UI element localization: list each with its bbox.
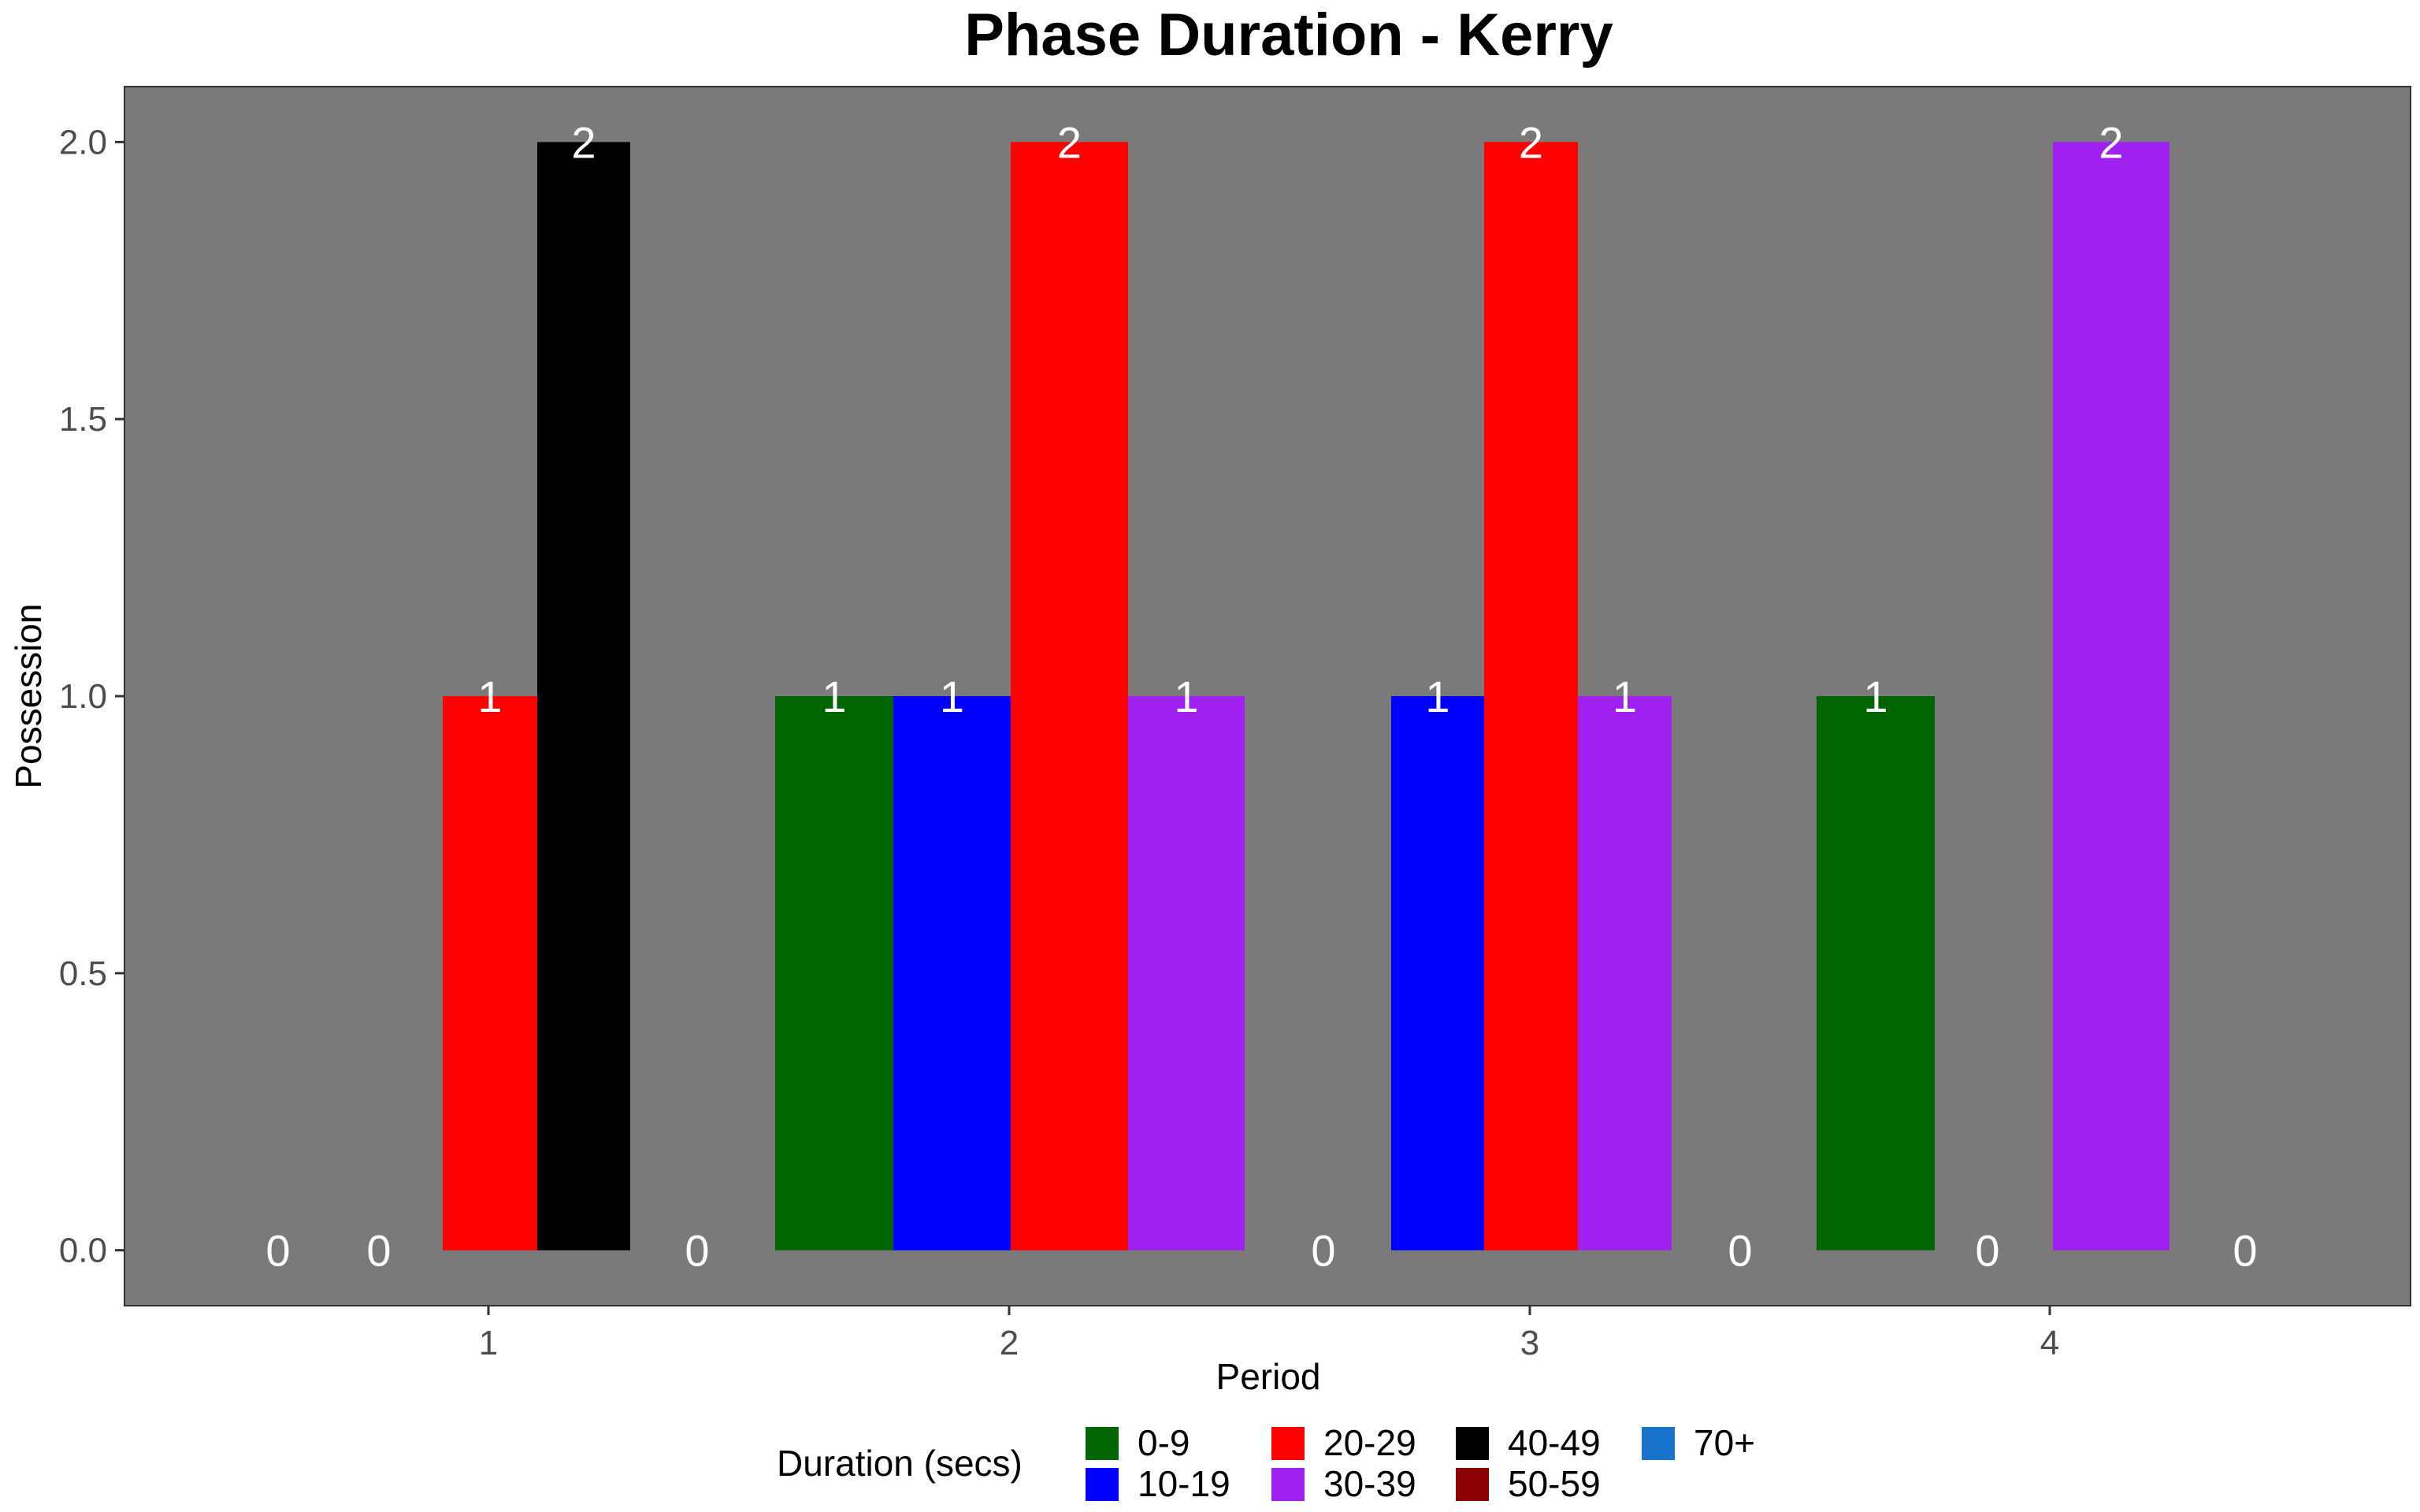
y-tick-label: 0.0 [59,1232,107,1270]
legend-label: 40-49 [1508,1422,1601,1463]
y-axis-title: Possession [8,603,49,788]
y-tick-label: 2.0 [59,123,107,161]
bar-value-label: 0 [685,1226,709,1276]
bar-period-2-0-9 [775,696,893,1251]
bar-period-1-40-49 [537,142,630,1251]
legend-label: 20-29 [1323,1422,1416,1463]
bar-period-4-30-39 [2053,142,2169,1251]
bar-period-1-20-29 [443,696,537,1251]
y-tick-label: 1.0 [59,677,107,716]
legend-label: 70+ [1694,1422,1755,1463]
bar-period-2-20-29 [1011,142,1128,1251]
bar-value-label: 0 [1728,1226,1752,1276]
bar-value-label: 1 [477,672,502,721]
legend-key-0-9 [1086,1427,1119,1460]
legend-label: 50-59 [1508,1463,1601,1504]
bar-value-label: 1 [940,672,964,721]
bar-value-label: 0 [1311,1226,1335,1276]
legend-label: 0-9 [1138,1422,1190,1463]
bar-value-label: 1 [1425,672,1449,721]
chart-title: Phase Duration - Kerry [964,2,1613,69]
bar-value-label: 1 [1174,672,1198,721]
bar-period-4-0-9 [1817,696,1935,1251]
legend-key-10-19 [1086,1468,1119,1501]
bar-layer [443,142,2169,1251]
legend-key-30-39 [1271,1468,1305,1501]
bar-value-label: 0 [265,1226,290,1276]
x-axis-title: Period [1216,1356,1321,1397]
legend-key-20-29 [1271,1427,1305,1460]
legend-label: 30-39 [1323,1463,1416,1504]
bar-value-label: 0 [366,1226,391,1276]
legend-key-40-49 [1456,1427,1489,1460]
x-tick-label: 2 [1000,1324,1019,1362]
bar-label-layer: 0 0 1 2 0 1 1 2 1 0 1 2 1 0 1 0 2 0 [265,117,2257,1275]
y-tick-label: 1.5 [59,400,107,439]
bar-value-label: 2 [571,117,596,167]
y-tick-label: 0.5 [59,954,107,993]
bar-value-label: 1 [822,672,846,721]
bar-value-label: 0 [1975,1226,1999,1276]
bar-value-label: 2 [2099,117,2123,167]
x-tick-label: 3 [1520,1324,1539,1362]
legend-key-70+ [1642,1427,1675,1460]
bar-period-3-30-39 [1578,696,1672,1251]
bar-value-label: 1 [1863,672,1887,721]
x-tick-label: 1 [479,1324,498,1362]
bar-period-2-10-19 [893,696,1011,1251]
x-tick-label: 4 [2040,1324,2059,1362]
x-axis: 1 2 3 4 [479,1306,2059,1362]
legend-label: 10-19 [1138,1463,1230,1504]
legend-title: Duration (secs) [777,1443,1023,1484]
bar-period-2-30-39 [1128,696,1245,1251]
bar-value-label: 2 [1519,117,1543,167]
bar-period-3-20-29 [1484,142,1578,1251]
bar-value-label: 0 [2233,1226,2257,1276]
y-axis: 0.0 0.5 1.0 1.5 2.0 [59,123,124,1270]
bar-value-label: 1 [1613,672,1637,721]
legend-key-50-59 [1456,1468,1489,1501]
bar-period-3-10-19 [1391,696,1484,1251]
bar-value-label: 2 [1057,117,1082,167]
